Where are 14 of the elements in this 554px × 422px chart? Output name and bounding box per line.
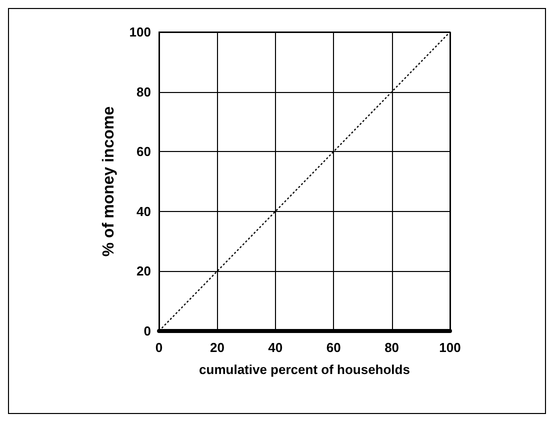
y-tick-label: 40 [136, 204, 151, 219]
x-tick-label: 0 [155, 340, 163, 355]
y-tick-label: 60 [136, 144, 151, 160]
y-tick-label: 20 [136, 264, 151, 279]
x-tick-label: 20 [210, 340, 224, 355]
x-tick-label: 80 [384, 340, 400, 355]
y-axis-title: % of money income [100, 106, 118, 257]
x-axis-title: cumulative percent of households [199, 362, 410, 377]
y-tick-label: 0 [144, 324, 151, 338]
x-tick-label: 60 [326, 340, 341, 355]
y-tick-label: 80 [136, 84, 151, 100]
x-tick-label: 40 [268, 340, 283, 355]
y-tick-label: 100 [129, 24, 151, 40]
x-tick-label: 100 [439, 340, 461, 355]
